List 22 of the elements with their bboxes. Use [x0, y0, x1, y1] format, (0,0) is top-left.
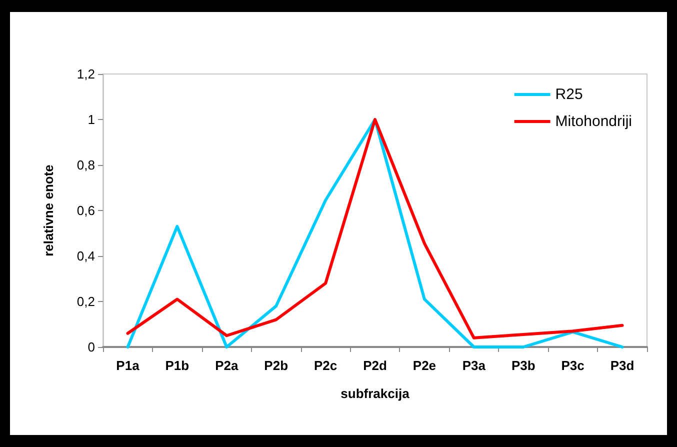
x-tick-label: P3a	[462, 358, 486, 373]
y-tick-label: 1,2	[76, 66, 95, 82]
y-tick-label: 0,6	[76, 203, 95, 218]
y-tick-label: 0	[88, 340, 95, 354]
legend-label: R25	[555, 86, 583, 103]
y-axis-title: relativne enote	[41, 164, 56, 256]
y-tick-label: 0,8	[76, 158, 95, 172]
x-tick-label: P1a	[116, 358, 140, 373]
x-tick-label: P2e	[412, 358, 436, 373]
x-tick-label: P2d	[363, 358, 387, 373]
x-axis-title: subfrakcija	[340, 386, 410, 401]
x-tick-label: P3d	[610, 358, 634, 373]
x-tick-label: P1b	[165, 358, 190, 373]
x-tick-label: P2b	[264, 358, 288, 373]
x-tick-label: P3b	[511, 358, 536, 373]
x-tick-label: P2c	[314, 358, 338, 373]
y-tick-label: 1	[88, 112, 95, 127]
y-tick-label: 0,4	[76, 248, 95, 264]
y-tick-label: 0,2	[76, 294, 95, 309]
legend-label: Mitohondriji	[555, 113, 632, 130]
x-tick-label: P2a	[215, 358, 239, 373]
x-tick-label: P3c	[561, 358, 584, 373]
